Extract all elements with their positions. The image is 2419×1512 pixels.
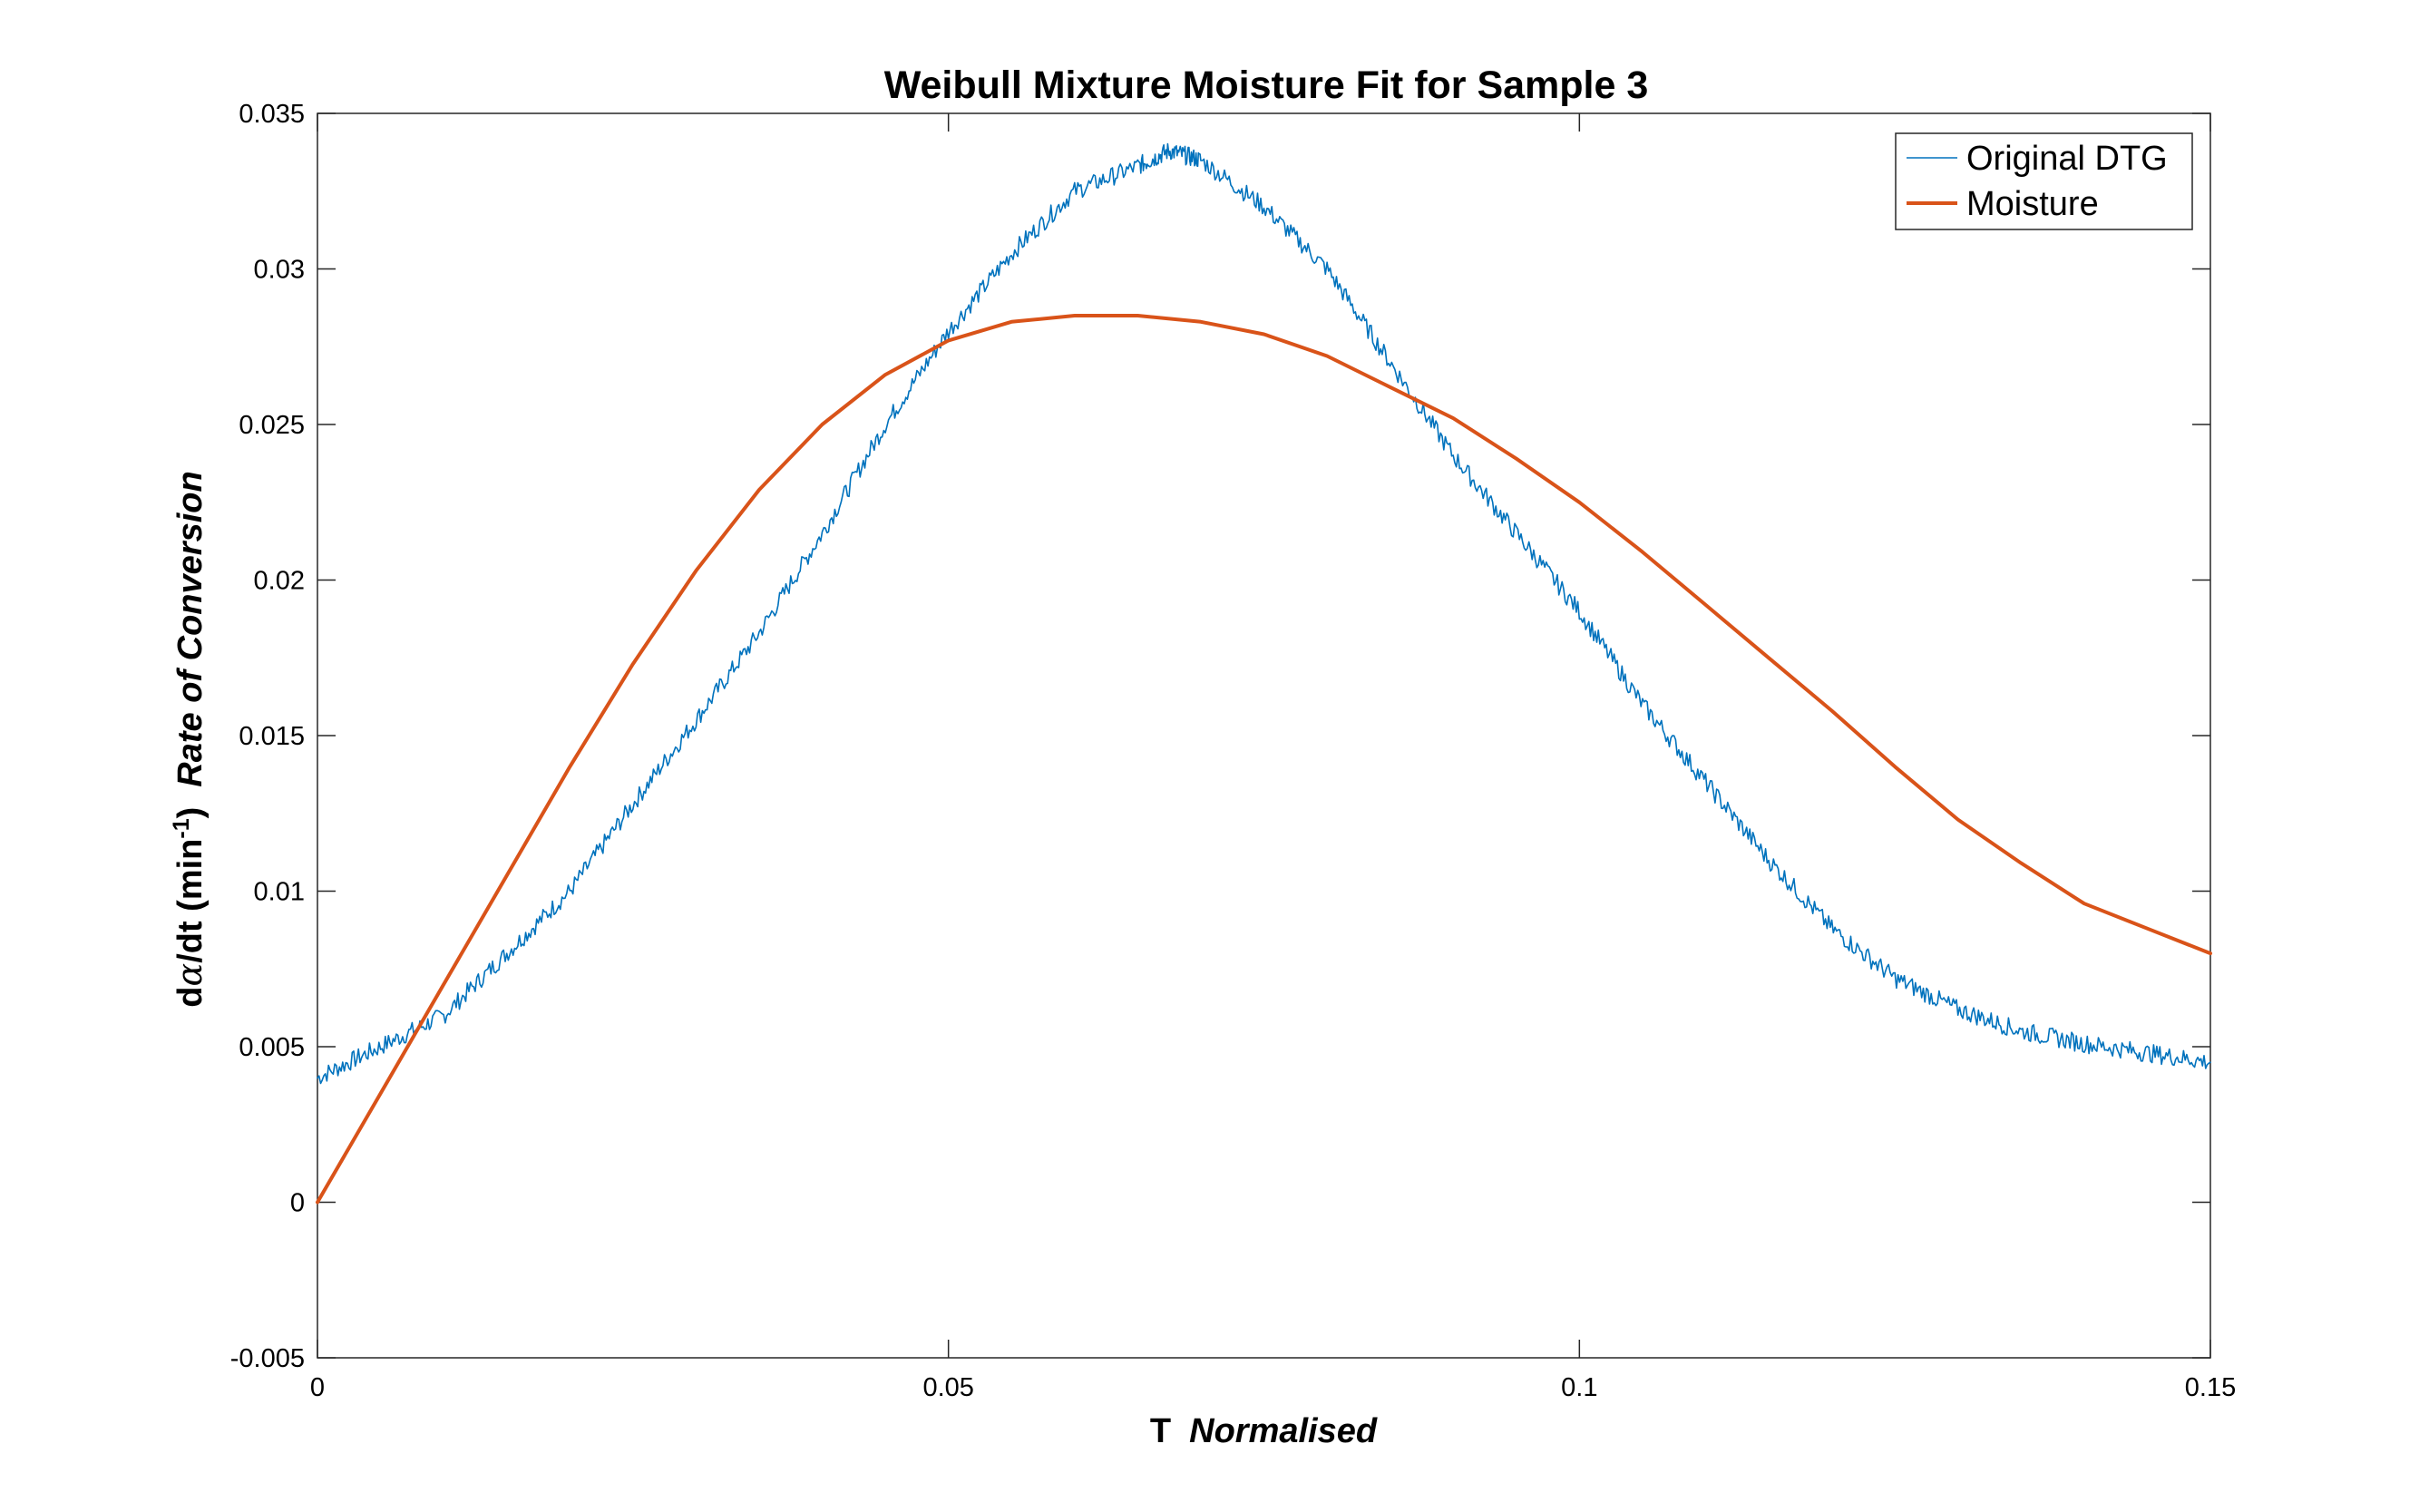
y-axis-label-sup: -1 [169, 818, 194, 838]
x-tick-label: 0.15 [2185, 1373, 2236, 1402]
y-tick-label: 0.03 [254, 256, 305, 285]
y-tick-label: 0 [290, 1189, 305, 1218]
series-layer [316, 142, 2212, 1205]
chart-title: Weibull Mixture Moisture Fit for Sample … [884, 63, 1649, 107]
legend-label-moisture: Moisture [1966, 185, 2099, 223]
x-axis-label-main: T [1150, 1412, 1171, 1450]
plot-area [317, 112, 2211, 1359]
y-axis-label-close: ) [171, 807, 210, 819]
x-tick-label: 0.1 [1561, 1373, 1597, 1402]
legend: Original DTG Moisture [1895, 132, 2193, 230]
legend-label-original-dtg: Original DTG [1966, 140, 2168, 178]
y-axis-label-alpha: α [170, 963, 210, 987]
y-tick-label: 0.01 [254, 878, 305, 907]
x-tick-label: 0.05 [922, 1373, 973, 1402]
y-tick-label: 0.02 [254, 567, 305, 596]
x-axis-label: T Normalised [1150, 1412, 1378, 1450]
y-tick-label: 0.005 [239, 1033, 305, 1062]
x-axis-label-italic: Normalised [1189, 1412, 1378, 1450]
y-axis-label-italic: Rate of Conversion [171, 471, 210, 786]
y-axis-label-unit: /dt (min [171, 839, 210, 963]
legend-box [1895, 132, 2193, 230]
series-line-moisture [316, 314, 2212, 1205]
y-axis-ticks: -0.005 0 0.005 0.01 0.015 0.02 0.025 0.03 0.035 [230, 100, 2210, 1373]
x-axis-ticks: 0 0.05 0.1 0.15 [310, 113, 2236, 1402]
series-line-original-dtg [317, 142, 2211, 1085]
y-tick-label: 0.035 [239, 100, 305, 129]
y-tick-label: 0.015 [239, 722, 305, 751]
x-tick-label: 0 [310, 1373, 325, 1402]
y-tick-label: -0.005 [230, 1344, 305, 1373]
y-axis-label: dα/dt (min-1) Rate of Conversion [169, 471, 210, 1007]
y-tick-label: 0.025 [239, 411, 305, 440]
y-axis-label-prefix: d [171, 986, 210, 1007]
